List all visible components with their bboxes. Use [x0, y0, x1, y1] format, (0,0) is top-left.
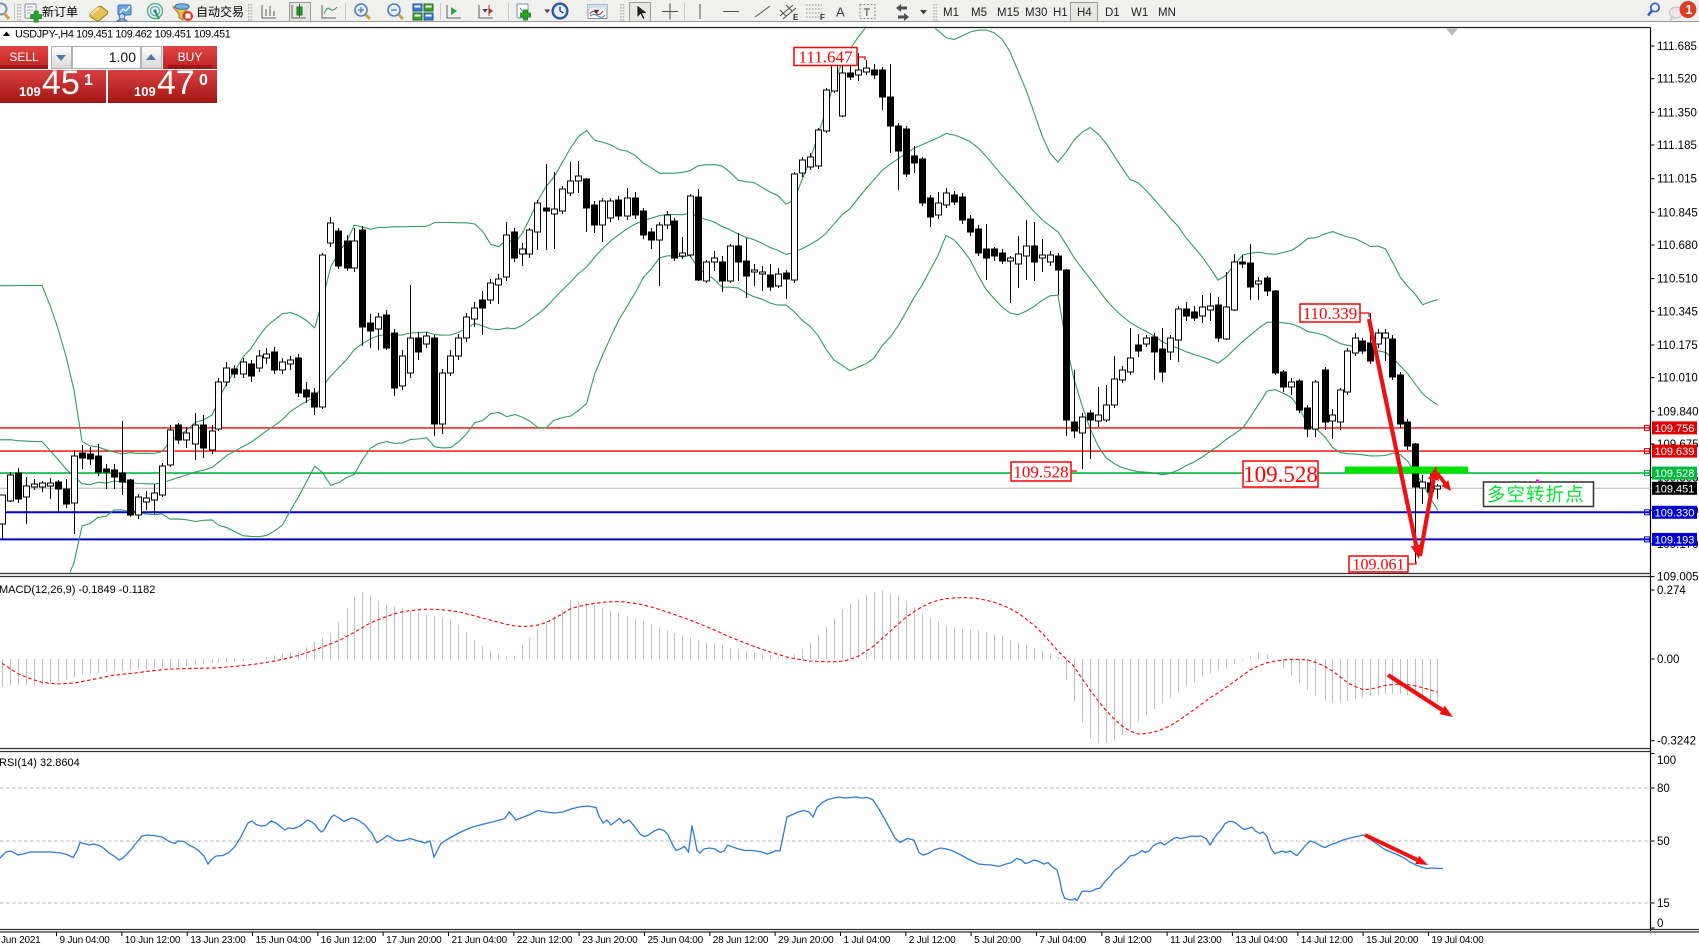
svg-text:110.845: 110.845: [1657, 207, 1698, 219]
svg-text:11 Jul 23:00: 11 Jul 23:00: [1170, 935, 1222, 945]
svg-text:0: 0: [1657, 918, 1663, 930]
svg-text:111.350: 111.350: [1657, 107, 1697, 119]
svg-text:8 Jul 12:00: 8 Jul 12:00: [1105, 935, 1152, 945]
svg-text:H4: H4: [1077, 7, 1092, 19]
svg-text:自动交易: 自动交易: [196, 4, 244, 19]
svg-text:29 Jun 20:00: 29 Jun 20:00: [778, 935, 834, 945]
svg-text:111.185: 111.185: [1657, 140, 1697, 152]
svg-text:13 Jun 23:00: 13 Jun 23:00: [190, 935, 246, 945]
svg-text:28 Jun 12:00: 28 Jun 12:00: [713, 935, 769, 945]
svg-text:14 Jul 12:00: 14 Jul 12:00: [1301, 935, 1354, 945]
svg-text:E: E: [793, 13, 799, 22]
svg-text:1: 1: [1686, 3, 1693, 17]
svg-text:2 Jul 12:00: 2 Jul 12:00: [909, 935, 956, 945]
svg-text:17 Jun 20:00: 17 Jun 20:00: [386, 935, 442, 945]
svg-text:109.005: 109.005: [1657, 572, 1699, 584]
svg-text:H1: H1: [1053, 7, 1068, 19]
svg-text:110.339: 110.339: [1303, 304, 1358, 323]
svg-text:110.680: 110.680: [1657, 240, 1698, 252]
svg-text:80: 80: [1657, 783, 1670, 795]
svg-text:Jun 2021: Jun 2021: [1, 935, 41, 945]
svg-text:111.685: 111.685: [1657, 41, 1697, 53]
svg-text:9 Jun 04:00: 9 Jun 04:00: [60, 935, 111, 945]
svg-text:22 Jun 12:00: 22 Jun 12:00: [517, 935, 573, 945]
svg-text:M5: M5: [971, 7, 987, 19]
svg-text:多空转折点: 多空转折点: [1487, 484, 1585, 505]
svg-text:M30: M30: [1025, 7, 1047, 19]
svg-text:109.330: 109.330: [1655, 507, 1695, 519]
svg-text:15 Jun 04:00: 15 Jun 04:00: [256, 935, 312, 945]
svg-text:5 Jul 20:00: 5 Jul 20:00: [974, 935, 1021, 945]
svg-text:100: 100: [1657, 755, 1676, 767]
svg-text:15 Jul 20:00: 15 Jul 20:00: [1366, 935, 1419, 945]
svg-text:RSI(14) 32.8604: RSI(14) 32.8604: [0, 757, 80, 769]
svg-text:T: T: [864, 7, 871, 19]
svg-text:110.010: 110.010: [1657, 373, 1698, 385]
svg-text:1 Jul 04:00: 1 Jul 04:00: [844, 935, 891, 945]
svg-text:15: 15: [1657, 898, 1670, 910]
svg-text:110.345: 110.345: [1657, 306, 1698, 318]
svg-text:W1: W1: [1131, 7, 1148, 19]
svg-text:111.647: 111.647: [799, 47, 853, 66]
svg-text:25 Jun 04:00: 25 Jun 04:00: [648, 935, 704, 945]
svg-text:M15: M15: [997, 7, 1019, 19]
svg-text:21 Jun 04:00: 21 Jun 04:00: [452, 935, 508, 945]
svg-text:23 Jun 20:00: 23 Jun 20:00: [582, 935, 638, 945]
svg-text:MACD(12,26,9) -0.1849 -0.1182: MACD(12,26,9) -0.1849 -0.1182: [0, 584, 155, 596]
svg-text:109.193: 109.193: [1655, 534, 1695, 546]
svg-text:0.00: 0.00: [1657, 654, 1679, 666]
svg-text:19 Jul 04:00: 19 Jul 04:00: [1431, 935, 1484, 945]
svg-text:109.840: 109.840: [1657, 406, 1699, 418]
svg-text:109.639: 109.639: [1655, 446, 1695, 458]
svg-text:7 Jul 04:00: 7 Jul 04:00: [1039, 935, 1086, 945]
svg-text:13 Jul 04:00: 13 Jul 04:00: [1235, 935, 1288, 945]
svg-text:110.510: 110.510: [1657, 274, 1698, 286]
svg-text:A: A: [836, 5, 845, 20]
svg-text:D1: D1: [1105, 7, 1120, 19]
svg-text:109.756: 109.756: [1655, 423, 1695, 435]
svg-text:111.015: 111.015: [1657, 174, 1697, 186]
svg-text:109.528: 109.528: [1655, 468, 1695, 480]
svg-text:109.061: 109.061: [1353, 556, 1405, 573]
svg-text:M1: M1: [943, 7, 959, 19]
svg-text:新订单: 新订单: [42, 4, 78, 19]
svg-text:111.520: 111.520: [1657, 74, 1697, 86]
svg-text:-0.3242: -0.3242: [1657, 736, 1696, 748]
svg-text:MN: MN: [1158, 7, 1176, 19]
svg-text:16 Jun 12:00: 16 Jun 12:00: [321, 935, 377, 945]
svg-text:110.175: 110.175: [1657, 340, 1698, 352]
svg-text:109.528: 109.528: [1243, 462, 1318, 487]
svg-text:F: F: [820, 13, 825, 22]
svg-text:USDJPY-,H4 109.451 109.462 10: USDJPY-,H4 109.451 109.462 109.451 109.4…: [15, 29, 231, 41]
svg-text:109.451: 109.451: [1655, 483, 1695, 495]
svg-text:109.528: 109.528: [1013, 462, 1068, 481]
svg-text:0.274: 0.274: [1657, 585, 1686, 597]
svg-text:50: 50: [1657, 836, 1670, 848]
svg-text:10 Jun 12:00: 10 Jun 12:00: [125, 935, 181, 945]
